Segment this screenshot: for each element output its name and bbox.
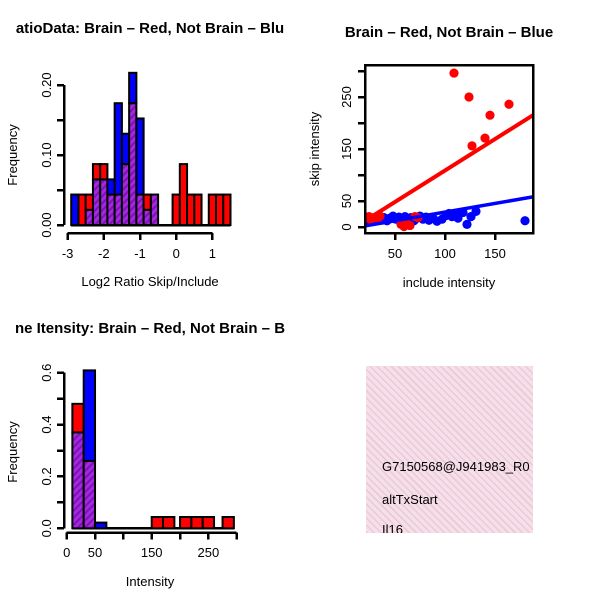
x-tick-label: 1 xyxy=(209,246,216,261)
x-tick-label: 250 xyxy=(198,545,220,560)
histogram-bar-segment-purple xyxy=(135,193,145,227)
plot-title: Brain – Red, Not Brain – Blue xyxy=(345,24,553,41)
histogram-bar-segment-red xyxy=(190,516,204,530)
x-tick-label: 150 xyxy=(141,545,163,560)
histogram-bar-segment-purple xyxy=(120,163,131,227)
histogram-bar-segment-red xyxy=(201,516,216,530)
x-axis-label: Log2 Ratio Skip/Include xyxy=(81,274,218,289)
histogram-bar-segment-red xyxy=(221,516,235,530)
plot-box xyxy=(363,63,535,235)
histogram-bar-segment-red xyxy=(142,193,152,211)
scatter-point-red xyxy=(405,220,415,231)
y-tick-label: 0.00 xyxy=(39,212,54,237)
scatter-point-red xyxy=(485,110,495,120)
scatter-point-red xyxy=(480,133,490,143)
y-axis-label: Frequency xyxy=(5,124,20,186)
x-axis-label: include intensity xyxy=(403,275,496,290)
y-axis-label: skip intensity xyxy=(307,111,322,186)
histogram-bar-segment-red xyxy=(222,193,232,227)
scatter-point-blue xyxy=(471,206,481,216)
histogram-bar-segment-red xyxy=(171,193,181,227)
y-axis-label: Frequency xyxy=(5,421,20,483)
y-tick-label: 0.0 xyxy=(39,519,54,537)
plot-title: atioData: Brain – Red, Not Brain – Blu xyxy=(16,20,284,37)
histogram-bar-segment-blue xyxy=(82,369,97,462)
histogram-bar-segment-blue xyxy=(113,102,123,196)
histogram-bar-segment-purple xyxy=(99,178,109,226)
y-tick-label: 0 xyxy=(339,223,354,230)
panel-intensity-scatter: Brain – Red, Not Brain – Blue 50 100 150 0 50… xyxy=(300,0,600,300)
plot-title: ne Itensity: Brain – Red, Not Brain – B xyxy=(15,320,285,337)
histogram-bar-segment-blue xyxy=(94,521,108,530)
intensity-scatter-chart: Brain – Red, Not Brain – Blue 50 100 150 0 50… xyxy=(307,24,553,290)
regression-line-red xyxy=(365,113,533,223)
histogram-bar-segment-red xyxy=(215,193,225,227)
scatter-point-blue xyxy=(520,216,530,226)
histogram-bar-segment-red xyxy=(99,163,109,181)
x-tick-label: 150 xyxy=(484,246,506,261)
histogram-bar-segment-purple xyxy=(149,193,160,227)
info-line-probe-id: G7150568@J941983_R0 xyxy=(382,459,530,474)
x-tick-label: 100 xyxy=(434,246,456,261)
scatter-point-red xyxy=(504,99,514,109)
panel-log2ratio-histogram: atioData: Brain – Red, Not Brain – Blu 0.… xyxy=(0,0,300,300)
y-tick-label: 250 xyxy=(339,86,354,108)
info-line-gene: Il16 xyxy=(382,522,403,533)
x-tick-label: -2 xyxy=(98,246,110,261)
histogram-bar-segment-red xyxy=(207,193,218,227)
x-tick-label: 0 xyxy=(63,545,70,560)
panel-intensity-histogram: ne Itensity: Brain – Red, Not Brain – B 0… xyxy=(0,300,300,600)
y-tick-label: 0.20 xyxy=(39,72,54,97)
y-tick-label: 0.2 xyxy=(39,467,54,485)
x-tick-label: -1 xyxy=(134,246,146,261)
histogram-bar-segment-purple xyxy=(82,459,97,530)
regression-line-blue xyxy=(365,195,533,228)
histogram-bar-segment-red xyxy=(84,193,94,211)
histogram-bar-segment-red xyxy=(162,516,176,530)
histogram-bar-segment-red xyxy=(71,402,85,434)
y-tick-label: 50 xyxy=(339,194,354,208)
histogram-bar-segment-blue xyxy=(70,193,80,227)
histogram-bar-segment-red xyxy=(91,163,102,181)
x-tick-label: 50 xyxy=(388,246,402,261)
histogram-bar-segment-purple xyxy=(71,431,85,530)
histogram-bar-segment-red xyxy=(186,193,196,227)
histogram-bar-segment-red xyxy=(193,193,203,227)
histogram-bar-segment-purple xyxy=(142,208,152,226)
histogram-bar-segment-purple xyxy=(113,193,123,227)
y-tick-label: 150 xyxy=(339,138,354,160)
histogram-bar-segment-red xyxy=(77,193,87,227)
histogram-bar-segment-blue xyxy=(128,71,138,105)
y-tick-label: 0.4 xyxy=(39,416,54,434)
scatter-point-red xyxy=(464,92,474,102)
y-tick-label: 0.6 xyxy=(39,364,54,382)
info-line-event-type: altTxStart xyxy=(382,492,438,507)
x-axis-label: Intensity xyxy=(126,574,175,589)
histogram-bar-segment-red xyxy=(150,516,165,530)
x-tick-label: -3 xyxy=(62,246,74,261)
scatter-point-red xyxy=(449,68,459,78)
x-tick-label: 0 xyxy=(173,246,180,261)
scatter-point-blue xyxy=(462,219,472,229)
histogram-bar-segment-blue xyxy=(106,178,116,196)
panel-info: G7150568@J941983_R0 altTxStart Il16 chr7… xyxy=(300,300,600,600)
histogram-bar-segment-purple xyxy=(106,193,116,227)
histogram-bar-segment-red xyxy=(179,516,193,530)
scatter-point-red xyxy=(467,141,477,151)
histogram-bar-segment-purple xyxy=(91,178,102,226)
histogram-bar-segment-red xyxy=(178,163,189,227)
info-box: G7150568@J941983_R0 altTxStart Il16 chr7… xyxy=(366,366,533,533)
log2ratio-histogram-chart: atioData: Brain – Red, Not Brain – Blu 0.… xyxy=(5,20,284,289)
x-tick-label: 50 xyxy=(88,545,102,560)
intensity-histogram-chart: ne Itensity: Brain – Red, Not Brain – B 0… xyxy=(5,320,285,589)
histogram-bar-segment-blue xyxy=(120,132,131,166)
histogram-bar-segment-purple xyxy=(84,208,94,226)
y-tick-label: 0.10 xyxy=(39,142,54,167)
histogram-bar-segment-purple xyxy=(128,102,138,226)
histogram-bar-segment-blue xyxy=(135,117,145,196)
